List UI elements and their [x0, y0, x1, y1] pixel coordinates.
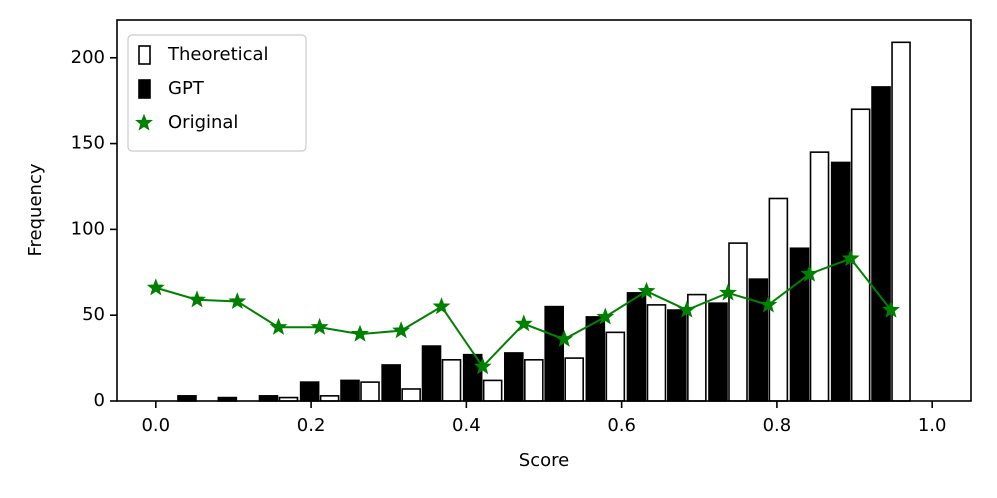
x-tick-label: 0.6: [607, 415, 636, 436]
plot-frame: [116, 19, 972, 402]
star-marker: [882, 300, 900, 318]
legend-label: Original: [168, 112, 238, 133]
legend-label: Theoretical: [167, 44, 269, 65]
x-tick-label: 0.8: [763, 415, 792, 436]
x-tick-label: 0.0: [141, 415, 170, 436]
legend: Theoretical GPT Original: [127, 34, 307, 152]
bar: [482, 379, 503, 402]
x-tick-label: 0.4: [452, 415, 481, 436]
y-tick-label: 100: [71, 218, 105, 239]
bar: [544, 305, 564, 402]
bar: [667, 309, 687, 402]
bar: [360, 381, 380, 402]
y-tick-label: 0: [94, 390, 105, 411]
star-marker: [637, 281, 656, 299]
bar: [850, 108, 871, 402]
bar: [564, 357, 584, 402]
bar: [626, 292, 647, 402]
bar: [830, 161, 851, 402]
star-marker: [188, 290, 206, 308]
y-tick-label: 150: [71, 133, 105, 154]
bar: [605, 331, 626, 402]
bar: [891, 41, 911, 402]
x-axis-label: Score: [519, 450, 569, 471]
legend-swatch: [135, 113, 153, 131]
bar: [421, 345, 442, 402]
star-marker: [392, 321, 411, 339]
star-marker: [759, 295, 778, 313]
bar: [381, 364, 401, 402]
star-marker: [841, 249, 860, 267]
star-marker: [514, 314, 533, 332]
legend-label: GPT: [168, 78, 205, 99]
star-marker: [596, 307, 615, 325]
bar: [585, 316, 606, 402]
x-tick-label: 0.2: [297, 415, 326, 436]
bar: [504, 352, 524, 402]
star-marker: [228, 292, 247, 310]
bar: [401, 388, 421, 402]
bar: [340, 379, 360, 402]
bar: [871, 86, 891, 402]
star-marker: [800, 264, 819, 282]
star-marker: [719, 283, 737, 301]
bar: [299, 381, 320, 402]
star-marker: [677, 300, 696, 318]
bar: [708, 302, 728, 402]
bar: [441, 359, 462, 402]
legend-swatch: [138, 79, 151, 99]
star-marker: [351, 324, 369, 342]
bar: [524, 359, 544, 402]
y-axis-label: Frequency: [25, 163, 46, 256]
star-marker: [555, 329, 574, 347]
legend-frame: [127, 34, 307, 152]
bar: [728, 242, 748, 402]
bar: [646, 304, 667, 402]
star-marker: [269, 317, 288, 335]
x-tick-label: 1.0: [918, 415, 947, 436]
star-marker: [473, 357, 492, 375]
y-tick-label: 50: [82, 304, 105, 325]
bar: [768, 197, 789, 402]
bar: [748, 278, 769, 402]
y-tick-label: 200: [71, 47, 105, 68]
star-marker: [146, 278, 165, 296]
star-marker: [310, 317, 329, 335]
star-marker: [432, 297, 451, 315]
legend-swatch: [138, 45, 151, 65]
